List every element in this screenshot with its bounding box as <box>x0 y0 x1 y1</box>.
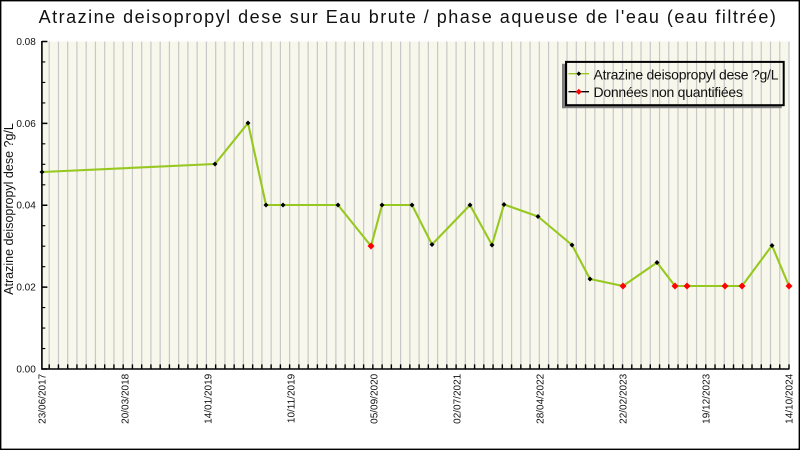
svg-text:14/01/2019: 14/01/2019 <box>204 373 215 423</box>
svg-text:0.08: 0.08 <box>16 37 36 48</box>
svg-text:05/09/2020: 05/09/2020 <box>370 373 381 423</box>
svg-text:0.04: 0.04 <box>16 201 36 212</box>
svg-text:Atrazine deisopropyl dese ?g/L: Atrazine deisopropyl dese ?g/L <box>594 67 779 83</box>
svg-text:10/11/2019: 10/11/2019 <box>287 373 298 423</box>
svg-text:Données non quantifiées: Données non quantifiées <box>594 84 743 100</box>
svg-text:28/04/2022: 28/04/2022 <box>536 373 547 423</box>
svg-text:0.02: 0.02 <box>16 283 36 294</box>
svg-text:Atrazine deisopropyl dese sur: Atrazine deisopropyl dese sur Eau brute … <box>39 7 778 27</box>
svg-text:23/06/2017: 23/06/2017 <box>38 373 49 423</box>
svg-text:19/12/2023: 19/12/2023 <box>702 373 713 423</box>
svg-text:Atrazine deisopropyl dese ?g/L: Atrazine deisopropyl dese ?g/L <box>2 123 16 295</box>
svg-text:22/02/2023: 22/02/2023 <box>619 373 630 423</box>
svg-text:0.06: 0.06 <box>16 119 36 130</box>
svg-text:0.00: 0.00 <box>16 364 36 375</box>
svg-text:20/03/2018: 20/03/2018 <box>121 373 132 423</box>
svg-text:14/10/2024: 14/10/2024 <box>785 373 796 423</box>
svg-text:02/07/2021: 02/07/2021 <box>453 373 464 423</box>
